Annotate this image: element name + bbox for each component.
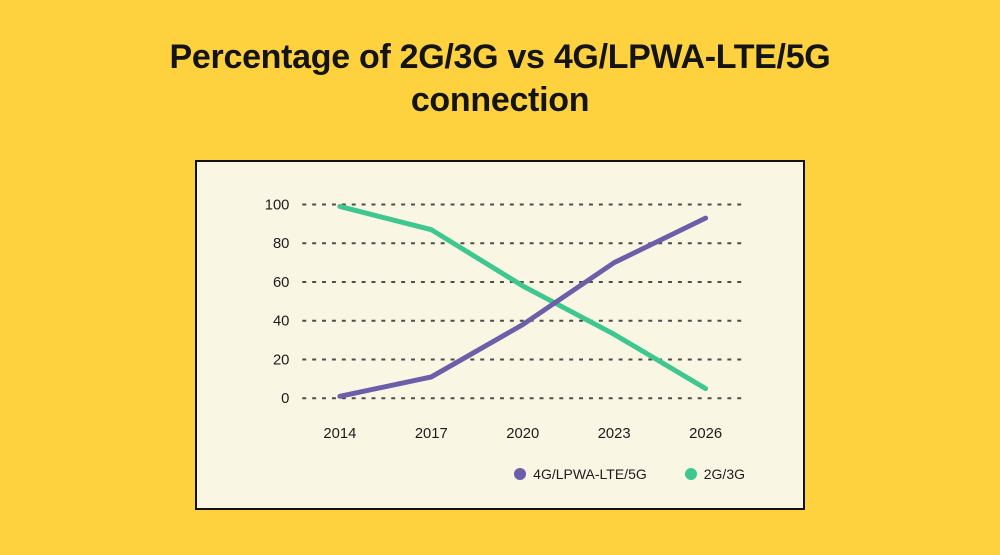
chart-panel: 0 20 40 60 80 100 2014 2017 2020 2023 2026 4G/LPWA…: [195, 160, 805, 510]
x-axis-tick: 2023: [598, 426, 631, 442]
legend-item: 4G/LPWA-LTE/5G: [514, 466, 647, 482]
legend-item: 2G/3G: [684, 466, 745, 482]
legend-dot-icon: [514, 468, 527, 480]
y-axis-tick: 20: [273, 352, 289, 368]
legend-label: 2G/3G: [703, 466, 745, 482]
y-axis-tick: 40: [273, 314, 289, 330]
series-line-4g-lpwa-lte-5g: [337, 215, 709, 399]
x-axis-tick: 2014: [323, 426, 356, 442]
chart-title: Percentage of 2G/3G vs 4G/LPWA-LTE/5G co…: [169, 38, 831, 119]
series-line-2g-3g: [337, 203, 709, 392]
y-axis-tick: 60: [273, 275, 289, 291]
x-axis-tick: 2020: [506, 426, 539, 442]
legend-label: 4G/LPWA-LTE/5G: [533, 466, 647, 482]
y-axis-tick: 100: [265, 197, 290, 213]
legend: 4G/LPWA-LTE/5G 2G/3G: [514, 466, 745, 482]
line-chart: 0 20 40 60 80 100 2014 2017 2020 2023 2026: [265, 197, 745, 442]
x-axis-tick: 2017: [415, 426, 448, 442]
x-axis-tick: 2026: [689, 426, 722, 442]
y-axis-tick: 0: [281, 391, 289, 407]
legend-dot-icon: [684, 468, 697, 480]
y-axis-tick: 80: [273, 236, 289, 252]
